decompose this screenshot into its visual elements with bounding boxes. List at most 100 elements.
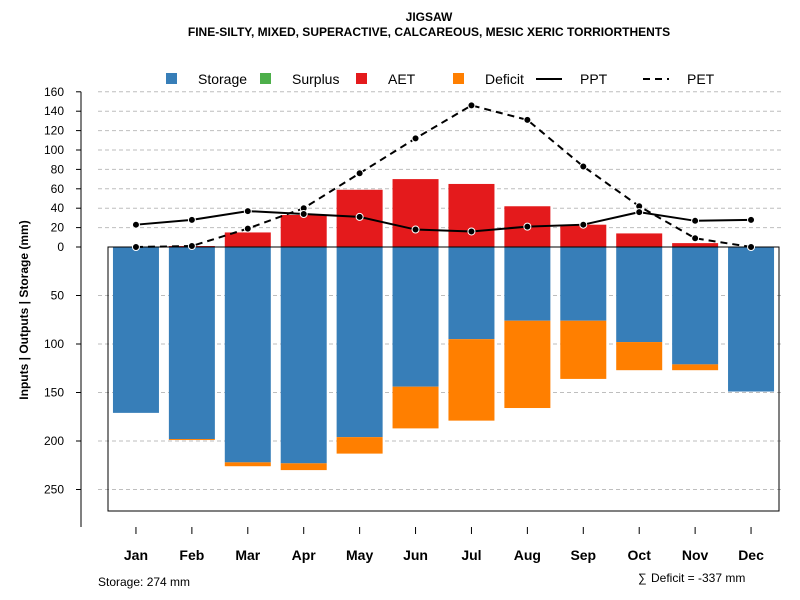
legend-label-deficit: Deficit [485, 71, 524, 87]
ppt-point [747, 215, 756, 224]
deficit-bar [448, 339, 495, 421]
legend-swatch-storage [166, 73, 177, 84]
aet-bar [672, 243, 719, 247]
deficit-bar [280, 463, 327, 471]
y-tick-label: 120 [44, 124, 64, 138]
deficit-bar [616, 342, 663, 371]
pet-point [691, 234, 700, 243]
x-axis: Jan Feb Mar Apr May Jun Jul Aug Sep Oct Nov Dec [124, 527, 764, 563]
x-tick-label: Feb [179, 547, 204, 563]
y-tick-label: 250 [44, 483, 64, 497]
pet-point [187, 242, 196, 251]
legend: Storage Surplus AET Deficit PPT PET [166, 71, 715, 87]
ppt-line [135, 210, 752, 233]
y-tick-label: 60 [51, 182, 65, 196]
deficit-bar [504, 320, 551, 409]
storage-bar [336, 247, 383, 438]
sigma-icon: ∑ [638, 571, 647, 585]
x-tick-label: Jul [461, 547, 481, 563]
storage-bar [280, 247, 327, 464]
y-tick-label: 40 [51, 201, 65, 215]
legend-label-ppt: PPT [580, 71, 608, 87]
pet-point [747, 243, 756, 251]
x-tick-label: Jan [124, 547, 148, 563]
deficit-bar [392, 386, 439, 429]
ppt-point [523, 222, 532, 231]
storage-bar [672, 247, 719, 365]
storage-bar [504, 247, 551, 321]
y-tick-label: 160 [44, 85, 64, 99]
y-tick-label: 100 [44, 143, 64, 157]
chart-title: JIGSAW [406, 10, 453, 24]
line-series [131, 101, 756, 251]
y-axis-label: Inputs | Outputs | Storage (mm) [17, 220, 31, 399]
ppt-point [355, 212, 364, 221]
legend-swatch-surplus [260, 73, 271, 84]
pet-point [131, 243, 140, 251]
storage-bar [168, 247, 215, 440]
aet-bar [560, 224, 607, 247]
x-tick-label: May [346, 547, 373, 563]
y-tick-label: 50 [51, 289, 65, 303]
pet-line [135, 104, 752, 248]
aet-bar [392, 179, 439, 247]
x-tick-label: Dec [738, 547, 764, 563]
chart-subtitle: FINE-SILTY, MIXED, SUPERACTIVE, CALCAREO… [188, 25, 670, 39]
deficit-bar [672, 364, 719, 371]
ppt-point [187, 215, 196, 224]
legend-label-aet: AET [388, 71, 416, 87]
ppt-point [411, 225, 420, 234]
ppt-point [243, 207, 252, 216]
deficit-bar [168, 439, 215, 441]
aet-bar [280, 214, 327, 247]
aet-bar [448, 183, 495, 247]
deficit-bar [560, 320, 607, 379]
x-tick-label: Mar [235, 547, 260, 563]
pet-point [523, 115, 532, 124]
y-tick-label: 100 [44, 337, 64, 351]
aet-bar [616, 233, 663, 247]
x-tick-label: Jun [403, 547, 428, 563]
x-tick-label: Apr [292, 547, 317, 563]
ppt-point [579, 220, 588, 229]
storage-bar [112, 247, 159, 413]
x-tick-label: Oct [628, 547, 652, 563]
legend-swatch-deficit [453, 73, 464, 84]
ppt-point [691, 216, 700, 225]
y-tick-label: 200 [44, 434, 64, 448]
storage-bar [448, 247, 495, 340]
y-tick-label: 150 [44, 386, 64, 400]
storage-total-label: Storage: 274 mm [98, 575, 190, 589]
storage-bar [616, 247, 663, 343]
x-tick-label: Aug [514, 547, 541, 563]
y-tick-label: 20 [51, 221, 65, 235]
pet-point [355, 169, 364, 178]
ppt-point [635, 208, 644, 217]
deficit-bar [336, 437, 383, 454]
pet-point [411, 134, 420, 143]
legend-swatch-aet [356, 73, 367, 84]
aet-bar [224, 232, 271, 247]
pet-point [243, 224, 252, 233]
y-tick-label: 80 [51, 162, 65, 176]
x-tick-label: Sep [570, 547, 596, 563]
pet-point [579, 162, 588, 171]
ppt-point [467, 227, 476, 236]
deficit-total-label: Deficit = -337 mm [651, 571, 745, 585]
storage-bar [224, 247, 271, 463]
ppt-point [131, 220, 140, 229]
x-tick-label: Nov [682, 547, 709, 563]
legend-label-pet: PET [687, 71, 715, 87]
storage-bar [560, 247, 607, 321]
y-tick-label: 140 [44, 104, 64, 118]
y-tick-label: 0 [57, 240, 64, 254]
bars [112, 179, 775, 471]
storage-bar [392, 247, 439, 387]
ppt-point [299, 210, 308, 219]
deficit-bar [224, 462, 271, 467]
legend-label-storage: Storage [198, 71, 247, 87]
legend-label-surplus: Surplus [292, 71, 339, 87]
pet-point [467, 101, 476, 110]
